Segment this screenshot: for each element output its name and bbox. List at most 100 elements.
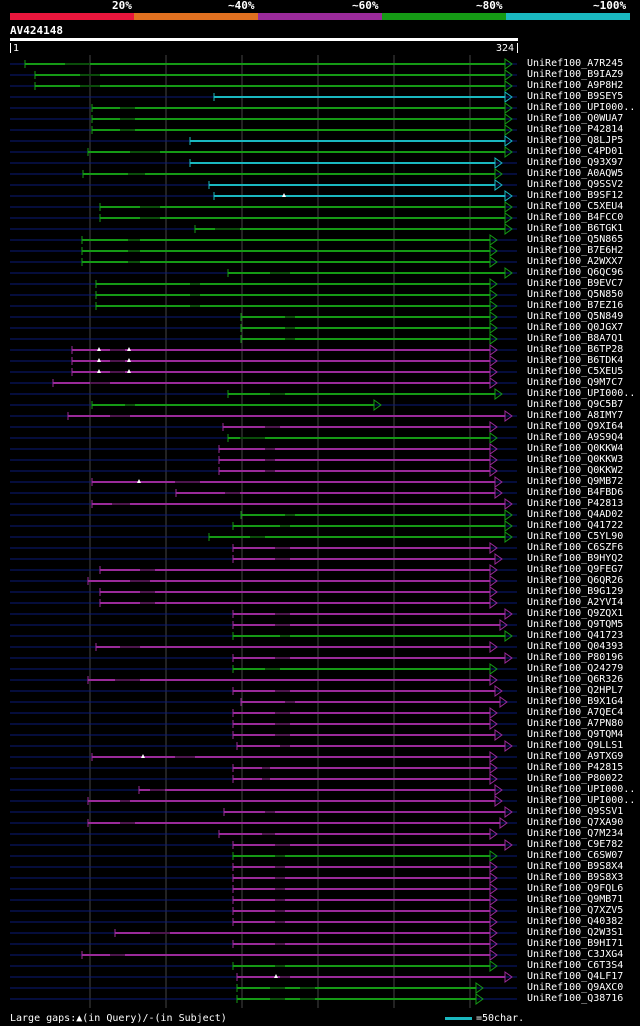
hit-bar	[233, 888, 490, 890]
hit-label[interactable]: UniRef100_B9SF12	[527, 190, 624, 201]
hit-label[interactable]: UniRef100_B4FBD6	[527, 487, 624, 498]
hit-label[interactable]: UniRef100_B9EVC7	[527, 278, 624, 289]
hit-label[interactable]: UniRef100_C9E782	[527, 839, 624, 850]
query-gap-marker	[97, 358, 101, 362]
hit-label[interactable]: UniRef100_P80022	[527, 773, 624, 784]
hit-label[interactable]: UniRef100_P42814	[527, 124, 624, 135]
hit-label[interactable]: UniRef100_Q6QC96	[527, 267, 624, 278]
hit-label[interactable]: UniRef100_Q9ZQX1	[527, 608, 624, 619]
hit-label[interactable]: UniRef100_B9G129	[527, 586, 624, 597]
hit-label[interactable]: UniRef100_A9TXG9	[527, 751, 624, 762]
hit-label[interactable]: UniRef100_Q9M7C7	[527, 377, 624, 388]
hit-label[interactable]: UniRef100_Q38716	[527, 993, 624, 1004]
hit-label[interactable]: UniRef100_Q9AXC0	[527, 982, 624, 993]
hit-label[interactable]: UniRef100_Q0KKW3	[527, 454, 624, 465]
hit-label[interactable]: UniRef100_Q9SSV2	[527, 179, 624, 190]
hit-label[interactable]: UniRef100_A7QEC4	[527, 707, 624, 718]
hit-label[interactable]: UniRef100_Q6R326	[527, 674, 624, 685]
hit-label[interactable]: UniRef100_C3JXG4	[527, 949, 624, 960]
hit-label[interactable]: UniRef100_Q04393	[527, 641, 624, 652]
hit-label[interactable]: UniRef100_Q9FQL6	[527, 883, 624, 894]
hit-label[interactable]: UniRef100_A0AQW5	[527, 168, 624, 179]
hit-label[interactable]: UniRef100_Q4AD02	[527, 509, 624, 520]
hit-label[interactable]: UniRef100_B7EZ16	[527, 300, 624, 311]
hit-label[interactable]: UniRef100_Q0KKW2	[527, 465, 624, 476]
hit-bar	[233, 866, 490, 868]
hit-label[interactable]: UniRef100_B4FCC0	[527, 212, 624, 223]
hit-end-arrow	[489, 597, 498, 609]
hit-label[interactable]: UniRef100_C5XEU5	[527, 366, 624, 377]
hit-label[interactable]: UniRef100_C5YL90	[527, 531, 624, 542]
hit-label[interactable]: UniRef100_Q0JGX7	[527, 322, 624, 333]
hit-label[interactable]: UniRef100_B6TP28	[527, 344, 624, 355]
hit-label[interactable]: UniRef100_P42815	[527, 762, 624, 773]
hit-label[interactable]: UniRef100_UPI000..	[527, 102, 636, 113]
hit-label[interactable]: UniRef100_Q4LF17	[527, 971, 624, 982]
hit-bar	[233, 613, 505, 615]
hit-label[interactable]: UniRef100_A2WXX7	[527, 256, 624, 267]
hit-label[interactable]: UniRef100_B6TDK4	[527, 355, 624, 366]
hit-label[interactable]: UniRef100_UPI000..	[527, 784, 636, 795]
hit-label[interactable]: UniRef100_B8A7Q1	[527, 333, 624, 344]
hit-label[interactable]: UniRef100_B9S8X3	[527, 872, 624, 883]
hit-end-arrow	[489, 256, 498, 268]
hit-label[interactable]: UniRef100_B9X1G4	[527, 696, 624, 707]
hit-label[interactable]: UniRef100_A7PN80	[527, 718, 624, 729]
hit-label[interactable]: UniRef100_B9HI71	[527, 938, 624, 949]
hit-label[interactable]: UniRef100_Q5N850	[527, 289, 624, 300]
hit-label[interactable]: UniRef100_Q24279	[527, 663, 624, 674]
hit-label[interactable]: UniRef100_Q8LJP5	[527, 135, 624, 146]
hit-label[interactable]: UniRef100_C6T3S4	[527, 960, 624, 971]
hit-bar	[219, 448, 490, 450]
hit-label[interactable]: UniRef100_Q41722	[527, 520, 624, 531]
hit-label[interactable]: UniRef100_Q0KKW4	[527, 443, 624, 454]
hit-label[interactable]: UniRef100_Q0WUA7	[527, 113, 624, 124]
hit-label[interactable]: UniRef100_C4PD01	[527, 146, 624, 157]
hit-label[interactable]: UniRef100_Q9C5B7	[527, 399, 624, 410]
legend-color-40	[134, 13, 258, 20]
hit-label[interactable]: UniRef100_B9IAZ9	[527, 69, 624, 80]
hit-end-arrow	[494, 685, 503, 697]
hit-bar	[237, 745, 505, 747]
hit-label[interactable]: UniRef100_C5XEU4	[527, 201, 624, 212]
hit-label[interactable]: UniRef100_Q9TQM5	[527, 619, 624, 630]
hit-label[interactable]: UniRef100_Q6QR26	[527, 575, 624, 586]
hit-label[interactable]: UniRef100_P42813	[527, 498, 624, 509]
hit-label[interactable]: UniRef100_Q9MB72	[527, 476, 624, 487]
hit-label[interactable]: UniRef100_Q41723	[527, 630, 624, 641]
hit-label[interactable]: UniRef100_A9P8H2	[527, 80, 624, 91]
hit-label[interactable]: UniRef100_Q2W3S1	[527, 927, 624, 938]
hit-label[interactable]: UniRef100_B9SEY5	[527, 91, 624, 102]
hit-label[interactable]: UniRef100_B9S8X4	[527, 861, 624, 872]
hit-bar	[233, 899, 490, 901]
hit-label[interactable]: UniRef100_Q7M234	[527, 828, 624, 839]
hit-label[interactable]: UniRef100_Q9FEG7	[527, 564, 624, 575]
hit-label[interactable]: UniRef100_C6SW07	[527, 850, 624, 861]
hit-label[interactable]: UniRef100_Q9LLS1	[527, 740, 624, 751]
hit-label[interactable]: UniRef100_Q40382	[527, 916, 624, 927]
hit-label[interactable]: UniRef100_B6TGK1	[527, 223, 624, 234]
hit-label[interactable]: UniRef100_A7R245	[527, 58, 624, 69]
hit-label[interactable]: UniRef100_Q5N865	[527, 234, 624, 245]
hit-label[interactable]: UniRef100_Q93X97	[527, 157, 624, 168]
hit-label[interactable]: UniRef100_C6SZF6	[527, 542, 624, 553]
hit-label[interactable]: UniRef100_UPI000..	[527, 795, 636, 806]
hit-label[interactable]: UniRef100_Q7XZV5	[527, 905, 624, 916]
hit-label[interactable]: UniRef100_P80196	[527, 652, 624, 663]
hit-label[interactable]: UniRef100_Q5N849	[527, 311, 624, 322]
hit-label[interactable]: UniRef100_Q9MB71	[527, 894, 624, 905]
hit-label[interactable]: UniRef100_Q7XA90	[527, 817, 624, 828]
hit-label[interactable]: UniRef100_Q9SSV1	[527, 806, 624, 817]
hit-label[interactable]: UniRef100_Q2HPL7	[527, 685, 624, 696]
hit-label[interactable]: UniRef100_B7E6H2	[527, 245, 624, 256]
hit-label[interactable]: UniRef100_A2YVI4	[527, 597, 624, 608]
hit-label[interactable]: UniRef100_A8IMY7	[527, 410, 624, 421]
hit-label[interactable]: UniRef100_B9HYQ2	[527, 553, 624, 564]
hit-label[interactable]: UniRef100_Q9TQM4	[527, 729, 624, 740]
hit-bar	[241, 327, 490, 329]
hit-label[interactable]: UniRef100_A9S9Q4	[527, 432, 624, 443]
hit-label[interactable]: UniRef100_Q9XI64	[527, 421, 624, 432]
hit-label[interactable]: UniRef100_UPI000..	[527, 388, 636, 399]
query-title[interactable]: AV424148	[10, 24, 63, 37]
hit-bar	[219, 459, 490, 461]
